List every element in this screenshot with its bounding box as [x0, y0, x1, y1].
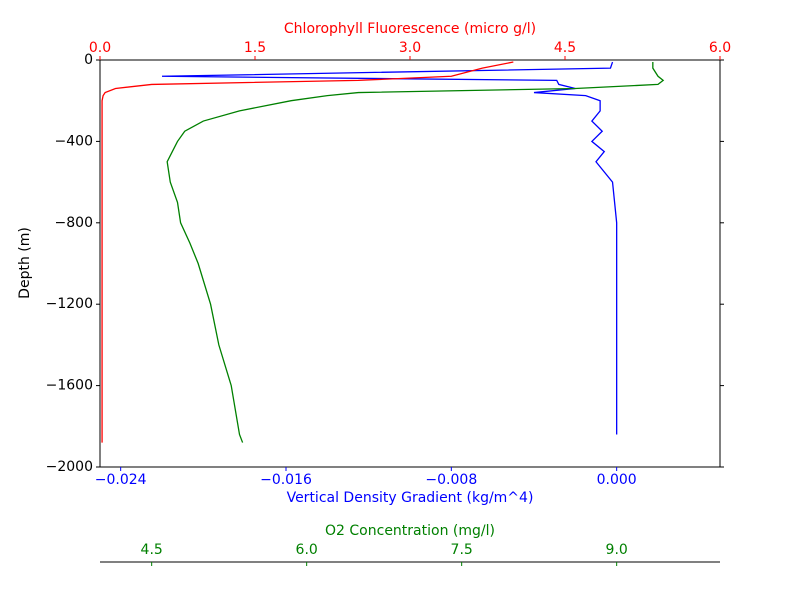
x3-tick-label: 9.0: [606, 542, 628, 558]
y-tick-label: −1200: [46, 296, 93, 312]
x-tick-label: 0.000: [597, 472, 637, 488]
x2-label: Chlorophyll Fluorescence (micro g/l): [284, 21, 536, 37]
profile-line: [166, 62, 665, 443]
x3-tick-label: 4.5: [141, 542, 163, 558]
y-tick-label: −800: [55, 215, 93, 231]
x-tick-label: −0.016: [260, 472, 312, 488]
profile-line: [161, 61, 618, 435]
profile-line: [101, 61, 514, 443]
y-label: Depth (m): [17, 227, 33, 299]
x2-tick-label: 3.0: [399, 40, 421, 56]
x2-tick-label: 6.0: [709, 40, 731, 56]
y-tick-label: −400: [55, 133, 93, 149]
x2-tick-label: 4.5: [554, 40, 576, 56]
x3-tick-label: 6.0: [296, 542, 318, 558]
x-tick-label: −0.024: [95, 472, 147, 488]
x3-label: O2 Concentration (mg/l): [325, 523, 495, 539]
x2-tick-label: 1.5: [244, 40, 266, 56]
x-label: Vertical Density Gradient (kg/m^4): [287, 490, 534, 506]
x2-tick-label: 0.0: [89, 40, 111, 56]
x3-tick-label: 7.5: [451, 542, 473, 558]
y-tick-label: −2000: [46, 459, 93, 475]
plot-frame: [99, 59, 721, 468]
y-tick-label: 0: [84, 52, 93, 68]
y-tick-label: −1600: [46, 378, 93, 394]
x-tick-label: −0.008: [425, 472, 477, 488]
